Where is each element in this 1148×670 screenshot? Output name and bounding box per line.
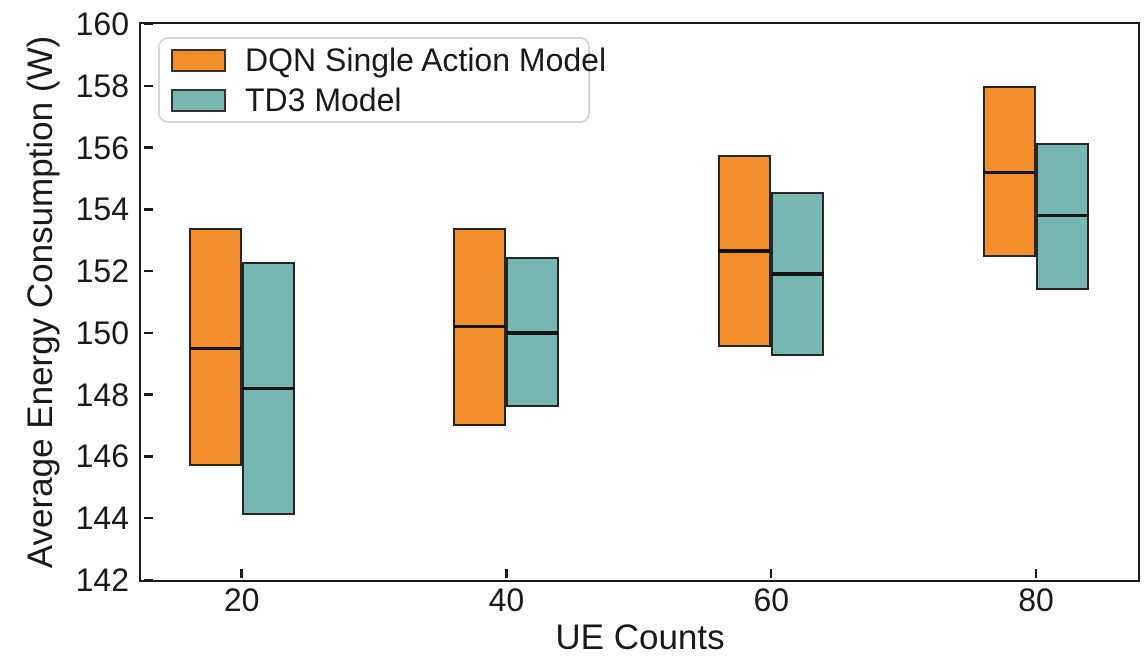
legend-swatch-td3 <box>171 88 226 112</box>
y-tick-mark <box>143 146 153 149</box>
x-tick-label: 60 <box>753 582 790 618</box>
median-dqn-40 <box>453 324 507 329</box>
y-tick-mark <box>143 269 153 273</box>
y-tick-mark <box>143 84 153 88</box>
x-tick-mark <box>769 568 773 578</box>
y-tick-label: 156 <box>75 129 129 166</box>
legend-item-dqn: DQN Single Action Model <box>171 44 606 76</box>
y-tick-mark <box>143 393 153 396</box>
y-tick-label: 152 <box>75 253 129 290</box>
legend-swatch-dqn <box>171 48 226 72</box>
median-dqn-80 <box>983 170 1037 175</box>
legend-item-td3: TD3 Model <box>171 84 588 116</box>
y-tick-mark <box>143 455 153 458</box>
legend-label-dqn: DQN Single Action Model <box>245 42 607 78</box>
median-td3-20 <box>241 386 295 391</box>
x-tick-mark <box>505 568 508 578</box>
y-tick-label: 160 <box>75 6 129 42</box>
y-tick-label: 144 <box>75 500 129 537</box>
median-td3-60 <box>771 272 825 276</box>
y-tick-mark <box>143 578 153 582</box>
x-tick-label: 20 <box>223 582 260 618</box>
y-tick-mark <box>143 516 153 520</box>
median-td3-40 <box>506 331 560 335</box>
y-tick-mark <box>143 331 153 335</box>
y-tick-mark <box>143 208 153 211</box>
x-tick-label: 80 <box>1018 582 1054 618</box>
legend: DQN Single Action Model TD3 Model <box>158 37 606 123</box>
median-dqn-20 <box>188 346 242 351</box>
x-axis-label: UE Counts <box>555 618 725 657</box>
y-tick-mark <box>143 22 153 26</box>
y-tick-label: 150 <box>75 314 129 351</box>
median-td3-80 <box>1036 213 1089 218</box>
x-tick-label: 40 <box>488 582 525 618</box>
y-tick-label: 148 <box>75 376 129 413</box>
y-tick-label: 158 <box>75 67 129 104</box>
x-tick-mark <box>1034 568 1038 578</box>
median-dqn-60 <box>718 249 772 253</box>
x-tick-mark <box>240 568 243 578</box>
y-tick-label: 154 <box>75 191 129 228</box>
legend-label-td3: TD3 Model <box>245 82 402 118</box>
y-tick-label: 146 <box>75 438 129 475</box>
y-tick-label: 142 <box>75 562 129 598</box>
